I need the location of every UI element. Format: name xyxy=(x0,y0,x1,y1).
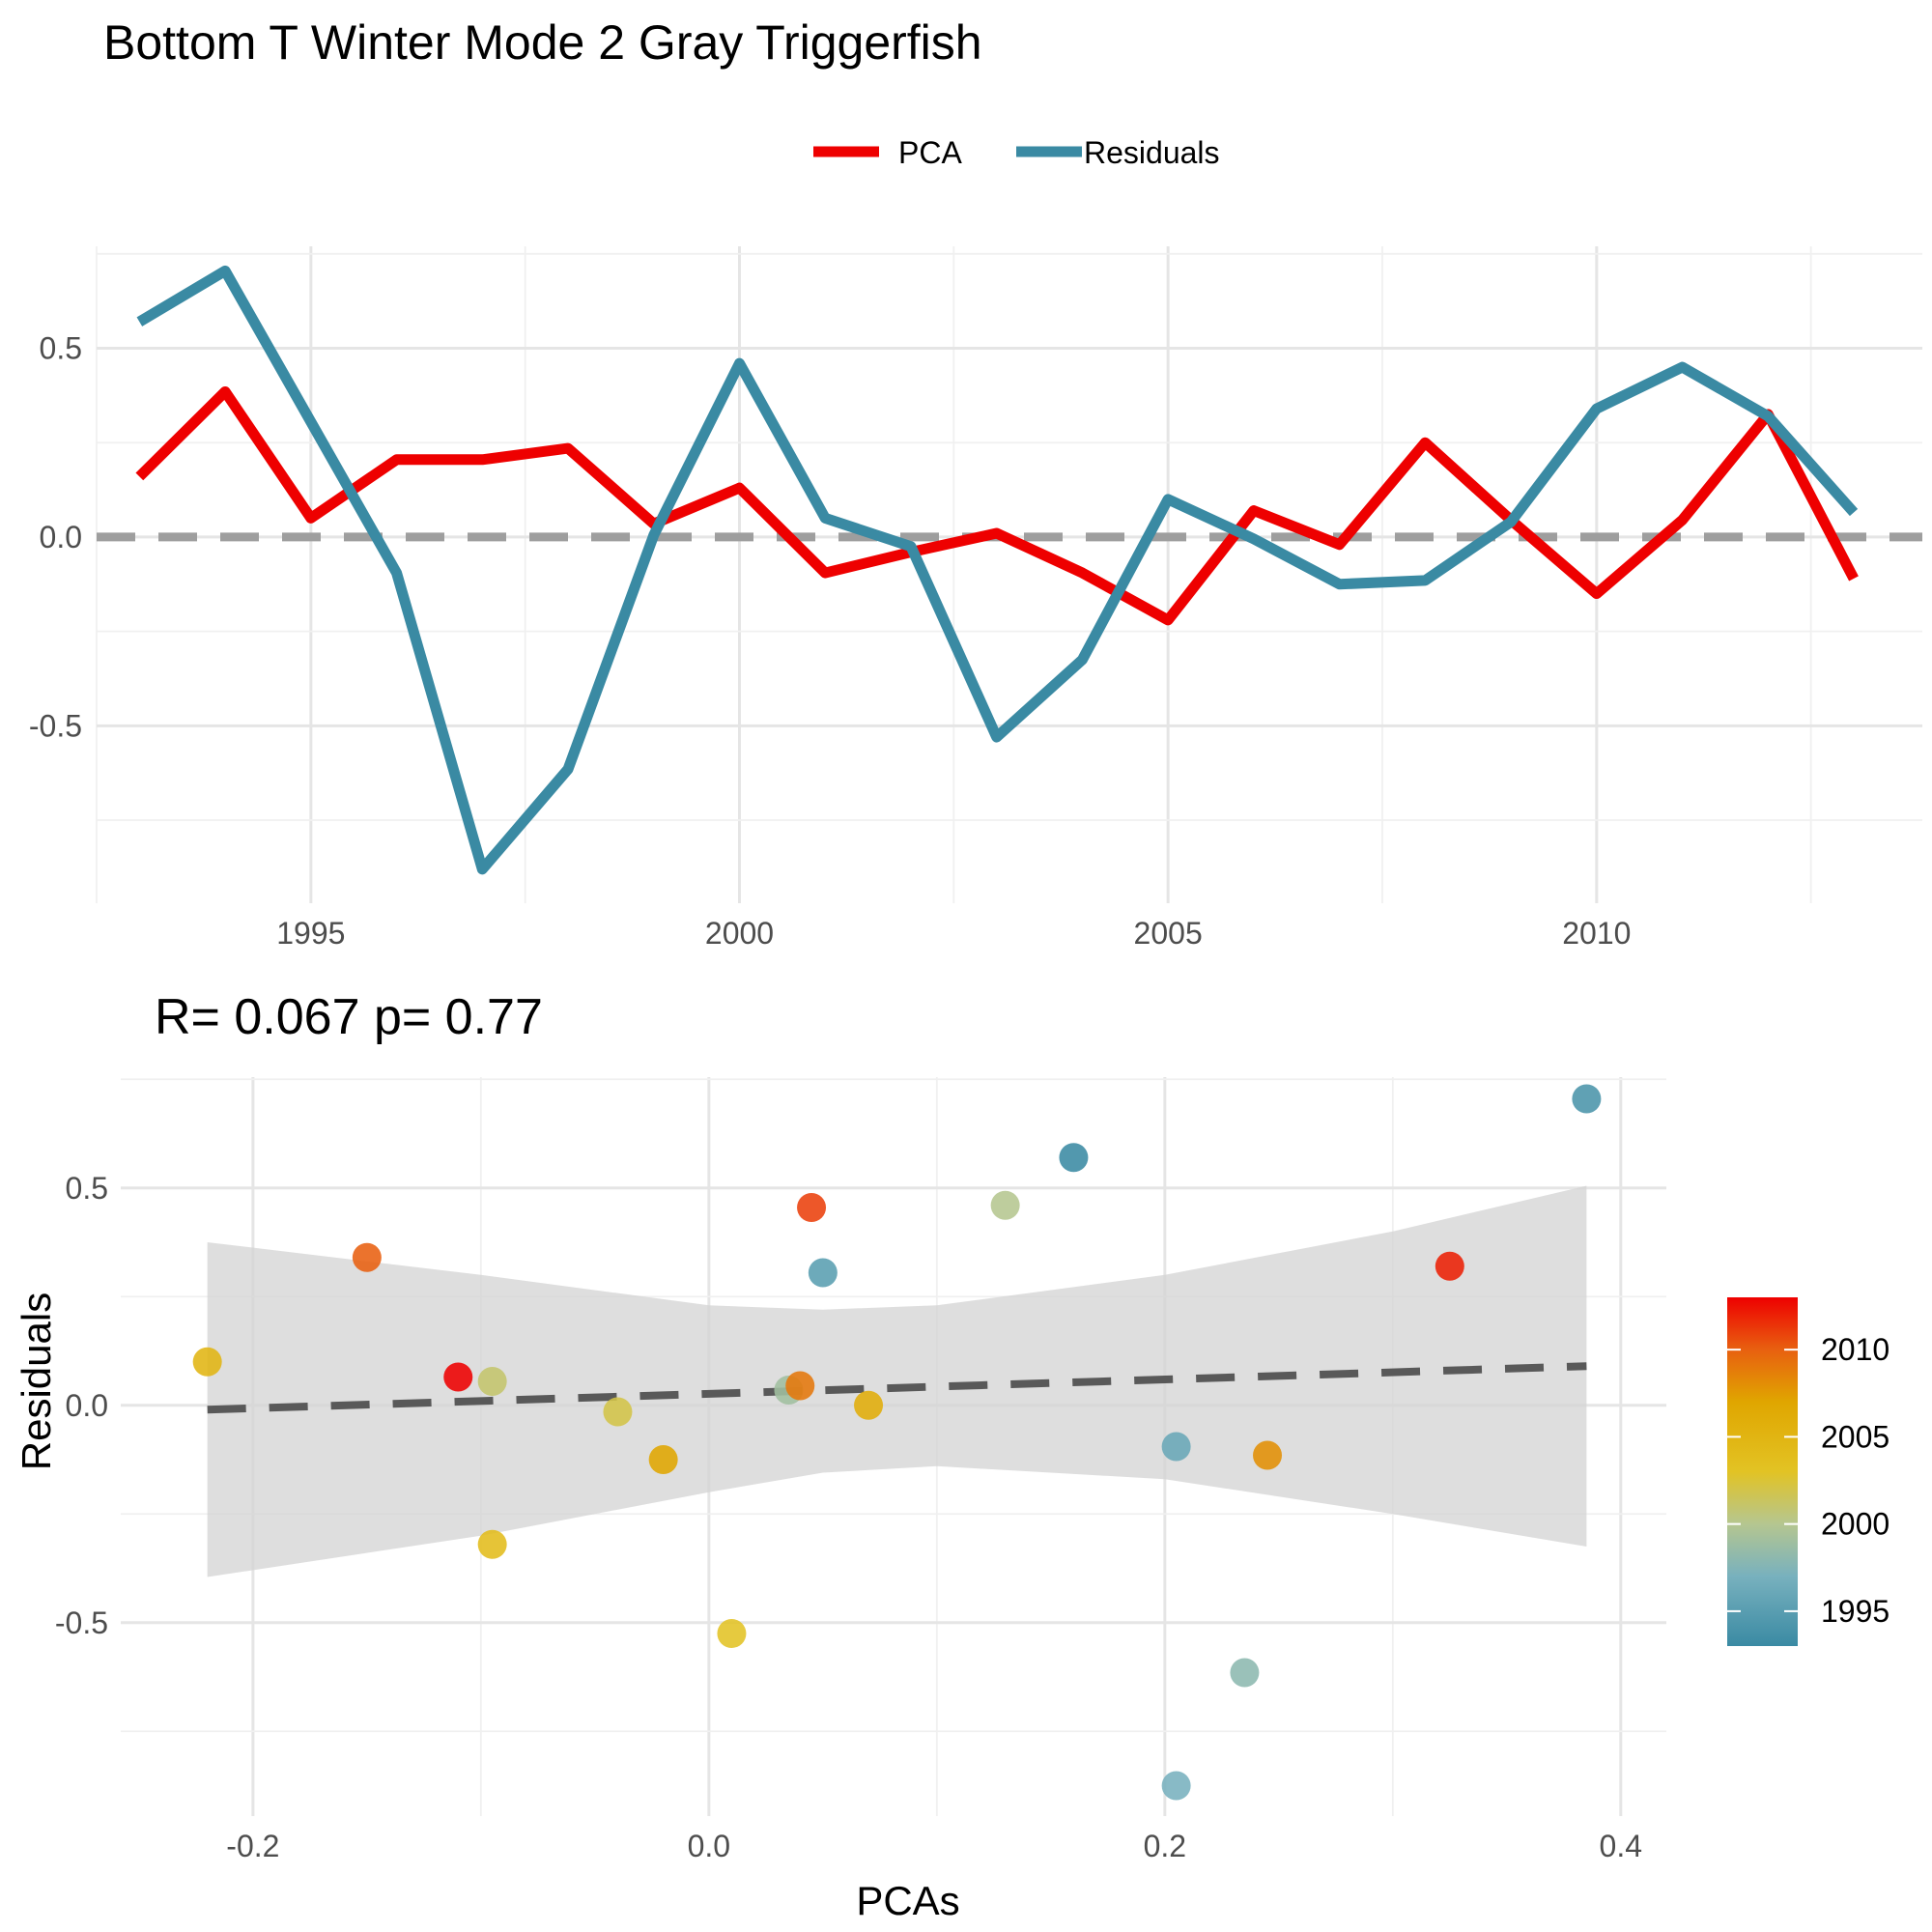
scatter-point xyxy=(1435,1251,1464,1281)
scatter-point xyxy=(785,1371,815,1401)
series-line-residuals xyxy=(136,265,1859,875)
scatter-point xyxy=(443,1362,473,1392)
chart-title: Bottom T Winter Mode 2 Gray Triggerfish xyxy=(103,15,982,70)
line-x-ticks: 1995 2000 2005 2010 xyxy=(276,916,1631,951)
y-tick-label: 0.0 xyxy=(40,520,82,554)
scatter-point xyxy=(1161,1432,1191,1462)
scatter-point xyxy=(717,1619,747,1648)
scatter-point xyxy=(1253,1440,1283,1470)
x-tick-label: 2010 xyxy=(1562,916,1631,951)
scatter-panel: R= 0.067 p= 0.77 -0.2 0.0 0.2 0.4 -0.5 0.0 0.… xyxy=(14,989,1889,1923)
scatter-point xyxy=(854,1390,884,1420)
y-tick-label: -0.5 xyxy=(55,1605,108,1640)
y-tick-label: 0.5 xyxy=(40,331,82,366)
colorbar: 1995 2000 2005 2010 xyxy=(1727,1297,1889,1646)
colorbar-tick-label: 2010 xyxy=(1821,1332,1889,1367)
colorbar-ticks: 1995 2000 2005 2010 xyxy=(1727,1332,1889,1629)
y-tick-label: 0.0 xyxy=(66,1388,108,1423)
scatter-points xyxy=(192,1084,1602,1801)
scatter-y-ticks: -0.5 0.0 0.5 xyxy=(55,1171,108,1640)
scatter-point xyxy=(1572,1084,1602,1114)
x-tick-label: 2000 xyxy=(705,916,774,951)
scatter-point xyxy=(192,1347,222,1377)
scatter-point xyxy=(477,1529,507,1559)
y-axis-title: Residuals xyxy=(14,1293,59,1470)
scatter-point xyxy=(1230,1658,1260,1688)
scatter-subtitle: R= 0.067 p= 0.77 xyxy=(155,989,543,1045)
x-tick-label: 2005 xyxy=(1134,916,1203,951)
x-tick-label: 0.4 xyxy=(1600,1829,1642,1863)
legend-label-pca: PCA xyxy=(898,135,962,170)
colorbar-tick-label: 2000 xyxy=(1821,1507,1889,1542)
fit-line xyxy=(207,1362,1587,1414)
y-tick-label: -0.5 xyxy=(29,708,82,743)
colorbar-tick-label: 1995 xyxy=(1821,1594,1889,1629)
x-tick-label: 0.2 xyxy=(1144,1829,1186,1863)
scatter-point xyxy=(1161,1771,1191,1801)
scatter-point xyxy=(603,1397,633,1427)
series-line-pca xyxy=(135,385,1859,626)
confidence-band xyxy=(207,1185,1587,1577)
legend-label-residuals: Residuals xyxy=(1084,135,1220,170)
colorbar-gradient xyxy=(1727,1297,1798,1646)
x-tick-label: -0.2 xyxy=(226,1829,279,1863)
x-tick-label: 0.0 xyxy=(688,1829,730,1863)
x-tick-label: 1995 xyxy=(276,916,345,951)
line-panel: PCA Residuals 1995 2000 2005 2010 -0.5 0.0 0.… xyxy=(29,135,1922,951)
scatter-point xyxy=(1059,1143,1089,1173)
scatter-point xyxy=(808,1258,838,1288)
line-y-ticks: -0.5 0.0 0.5 xyxy=(29,331,82,744)
scatter-point xyxy=(477,1367,507,1396)
line-grid xyxy=(96,246,1922,903)
x-axis-title: PCAs xyxy=(856,1878,959,1923)
y-tick-label: 0.5 xyxy=(66,1171,108,1206)
colorbar-tick-label: 2005 xyxy=(1821,1419,1889,1454)
scatter-x-ticks: -0.2 0.0 0.2 0.4 xyxy=(226,1829,1642,1863)
line-series xyxy=(135,265,1859,875)
scatter-point xyxy=(797,1193,827,1222)
scatter-point xyxy=(648,1445,678,1474)
scatter-point xyxy=(352,1242,382,1272)
line-legend: PCA Residuals xyxy=(813,135,1220,170)
scatter-point xyxy=(990,1190,1020,1220)
